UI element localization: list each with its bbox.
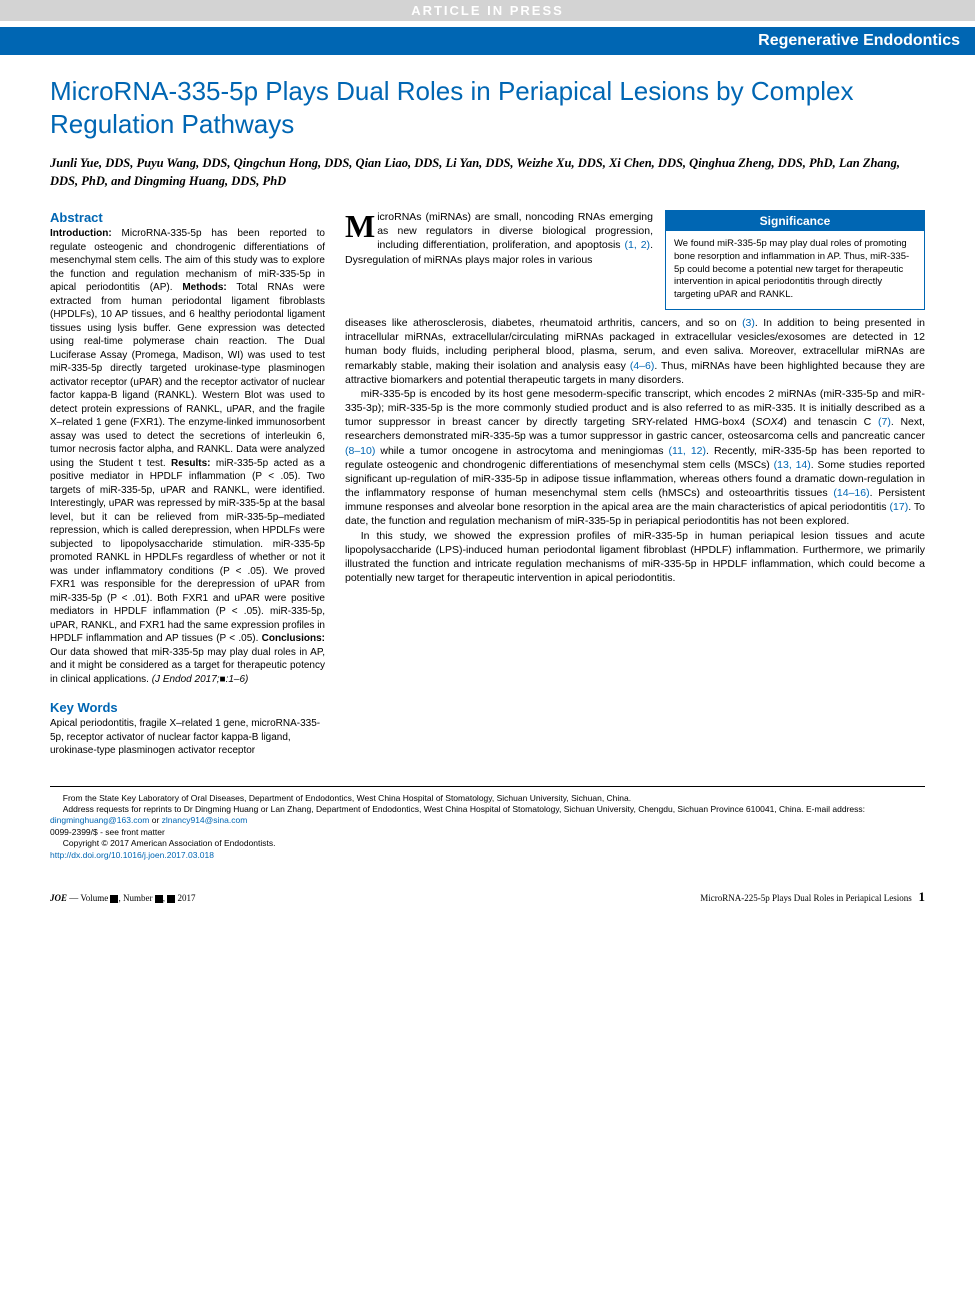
journal-abbrev: JOE (50, 893, 67, 903)
significance-box: Significance We found miR-335-5p may pla… (665, 210, 925, 310)
body-text: diseases like atherosclerosis, diabetes,… (345, 316, 925, 585)
body-paragraph-3: In this study, we showed the expression … (345, 529, 925, 586)
abstract-heading: Abstract (50, 210, 325, 225)
page-footer: JOE — Volume , Number , 2017 MicroRNA-22… (0, 861, 975, 920)
abstract-results-text: miR-335-5p acted as a positive mediator … (50, 458, 325, 645)
left-column: Abstract Introduction: MicroRNA-335-5p h… (50, 210, 325, 758)
ref-1-2[interactable]: (1, 2) (625, 239, 651, 251)
author-list: Junli Yue, DDS, Puyu Wang, DDS, Qingchun… (50, 155, 925, 190)
two-column-layout: Abstract Introduction: MicroRNA-335-5p h… (50, 210, 925, 758)
ref-3[interactable]: (3) (742, 317, 755, 329)
intro-lead-text: MicroRNAs (miRNAs) are small, noncoding … (345, 210, 653, 310)
abstract-intro-label: Introduction: (50, 228, 112, 239)
number-placeholder-icon (155, 895, 163, 903)
affiliation-line: From the State Key Laboratory of Oral Di… (50, 793, 925, 804)
ref-8-10[interactable]: (8–10) (345, 445, 375, 457)
email-link-2[interactable]: zlnancy914@sina.com (162, 815, 248, 825)
body-paragraph-2: miR-335-5p is encoded by its host gene m… (345, 387, 925, 529)
month-placeholder-icon (167, 895, 175, 903)
address-mid: or (149, 815, 161, 825)
right-column: MicroRNAs (miRNAs) are small, noncoding … (345, 210, 925, 758)
number-label: , Number (118, 893, 154, 903)
volume-label: — Volume (67, 893, 110, 903)
address-pre: Address requests for reprints to Dr Ding… (63, 804, 865, 814)
article-content: MicroRNA-335-5p Plays Dual Roles in Peri… (0, 55, 975, 768)
significance-body: We found miR-335-5p may play dual roles … (666, 231, 924, 309)
section-header: Regenerative Endodontics (0, 27, 975, 55)
footer-block: From the State Key Laboratory of Oral Di… (0, 793, 975, 862)
running-head: MicroRNA-225-5p Plays Dual Roles in Peri… (700, 893, 911, 903)
email-link-1[interactable]: dingminghuang@163.com (50, 815, 149, 825)
page-number: 1 (919, 889, 926, 904)
p1a: diseases like atherosclerosis, diabetes,… (345, 317, 742, 329)
ref-14-16[interactable]: (14–16) (833, 487, 869, 499)
significance-heading: Significance (666, 211, 924, 231)
article-in-press-banner: ARTICLE IN PRESS (0, 0, 975, 21)
ref-13-14[interactable]: (13, 14) (774, 459, 811, 471)
keywords-body: Apical periodontitis, fragile X–related … (50, 717, 325, 758)
ref-7[interactable]: (7) (878, 416, 891, 428)
ref-11-12[interactable]: (11, 12) (669, 445, 707, 457)
issn-line: 0099-2399/$ - see front matter (50, 827, 925, 838)
gene-sox4: SOX4 (755, 416, 783, 428)
doi-link[interactable]: http://dx.doi.org/10.1016/j.joen.2017.03… (50, 850, 214, 860)
body-paragraph-1: diseases like atherosclerosis, diabetes,… (345, 316, 925, 387)
intro-lead-1: icroRNAs (miRNAs) are small, noncoding R… (377, 211, 653, 251)
dropcap: M (345, 210, 377, 240)
p2d: while a tumor oncogene in astrocytoma an… (375, 445, 668, 457)
footer-rule (50, 786, 925, 787)
ref-17[interactable]: (17) (890, 501, 909, 513)
journal-reference: (J Endod 2017;■:1–6) (152, 674, 249, 685)
abstract-conclusions-label: Conclusions: (262, 633, 325, 644)
keywords-heading: Key Words (50, 700, 325, 715)
correspondence-line: Address requests for reprints to Dr Ding… (50, 804, 925, 827)
abstract-body: Introduction: MicroRNA-335-5p has been r… (50, 227, 325, 686)
copyright-line: Copyright © 2017 American Association of… (50, 838, 925, 849)
year-text: 2017 (175, 893, 195, 903)
abstract-results-label: Results: (171, 458, 210, 469)
article-title: MicroRNA-335-5p Plays Dual Roles in Peri… (50, 75, 925, 140)
ref-4-6[interactable]: (4–6) (630, 360, 655, 372)
p2b: ) and tenascin C (783, 416, 878, 428)
intro-row: MicroRNAs (miRNAs) are small, noncoding … (345, 210, 925, 310)
abstract-methods-text: Total RNAs were extracted from human per… (50, 282, 325, 469)
footer-left: JOE — Volume , Number , 2017 (50, 893, 195, 903)
footer-right: MicroRNA-225-5p Plays Dual Roles in Peri… (700, 889, 925, 905)
abstract-methods-label: Methods: (182, 282, 226, 293)
doi-line: http://dx.doi.org/10.1016/j.joen.2017.03… (50, 850, 925, 861)
